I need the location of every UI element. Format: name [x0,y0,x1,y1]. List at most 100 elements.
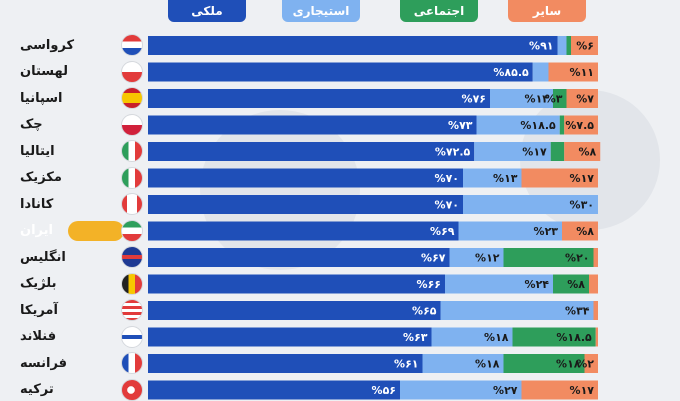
country-flag-icon [121,219,143,242]
data-label: %۱۷ [570,172,595,185]
country-label: چک [20,117,43,132]
data-label: %۹۱ [529,40,553,53]
data-label: %۷۳ [448,119,473,132]
data-label: %۲۴ [525,278,550,291]
bar-segment [562,221,598,241]
data-label: %۷.۵ [565,119,594,132]
bar-segment [148,89,490,108]
data-label: %۶۳ [403,331,428,344]
data-label: %۱۸ [475,358,500,371]
country-flag-icon [121,272,143,295]
legend-item-rental: استیجاری [282,0,360,22]
data-label: %۶۹ [430,225,455,238]
bar-segment [503,248,594,267]
data-label: %۱۷ [570,384,595,397]
legend-item-other: سایر [508,0,586,22]
bar-segment [557,36,567,55]
bar-segment [553,274,589,294]
bar-segment [458,221,562,241]
country-label: ایتالیا [20,143,55,159]
bar-segment [512,327,596,347]
bar-segment [521,168,598,188]
data-label: %۵۶ [372,384,396,397]
bar-segment [564,115,598,135]
bar-segment [148,301,441,320]
country-label: فرانسه [20,355,68,371]
data-label: %۷۲.۵ [435,146,471,159]
country-label: کرواسی [20,37,75,53]
data-label: %۸۵.۵ [493,66,529,79]
legend-item-social: اجتماعی [400,0,478,22]
bar-segment [463,195,598,214]
bar-segment [593,248,598,267]
country-flag-icon [121,34,143,56]
bar-segment [148,380,400,400]
bar-segment [571,36,598,55]
bar-segment [400,380,522,400]
data-label: %۱۷ [522,146,547,159]
country-flag-icon [121,246,143,268]
country-label: لهستان [20,64,68,79]
legend-item-owned: ملکی [168,0,246,22]
data-label: %۸ [567,278,585,291]
bar-segment [595,327,598,347]
bar-segment [431,327,513,347]
country-flag-icon [121,87,143,109]
bar-segment [445,274,553,294]
bar-segment [148,327,432,347]
data-label: %۱۳ [493,172,518,185]
data-label: %۳۰ [570,199,594,212]
data-label: %۸ [579,146,597,159]
bar-segment [503,354,585,373]
bar-segment [593,301,598,320]
data-label: %۲۷ [493,384,518,397]
data-label: %۶ [576,40,594,53]
data-label: %۱۲ [475,252,500,265]
data-label: %۱۱ [570,66,594,79]
bar-segment [148,142,475,161]
data-label: %۶۱ [394,358,418,371]
bar-segment [463,168,522,188]
country-label: ترکیه [20,382,54,397]
country-flag-icon [121,299,143,321]
bar-segment [440,301,594,320]
country-flag-icon [121,60,143,83]
country-flag-icon [121,166,143,189]
bar-segment [148,115,477,135]
bar-segment [148,62,533,82]
country-label: آمریکا [20,302,58,318]
bar-segment [566,89,598,108]
bar-segment [589,274,598,294]
country-label: مکزیک [20,170,62,185]
data-label: %۲۰ [565,252,589,265]
bar-segment [474,142,551,161]
data-label: %۷۰ [435,199,459,212]
country-flag-icon [121,113,143,136]
country-label: کانادا [20,196,54,212]
data-label: %۷۶ [462,93,486,106]
country-label: اسپانیا [20,90,63,106]
bar-segment [148,221,459,241]
country-label: انگلیس [20,249,66,265]
bar-segment [553,89,567,108]
bar-segment [566,36,571,55]
country-flag-icon [121,193,143,215]
bar-segment [148,36,558,55]
bar-segment [548,62,598,82]
data-label: %۶۵ [412,305,437,318]
data-label: %۳ [545,93,563,106]
data-label: %۷ [576,93,594,106]
highlight-badge [68,220,124,241]
bar-segment [148,248,450,267]
data-label: %۶۷ [421,252,446,265]
data-label: %۱۸.۵ [556,331,592,344]
data-label: %۳۴ [565,305,590,318]
bar-segment [559,115,565,135]
bar-segment [532,62,549,82]
bar-segment [148,195,463,214]
country-flag-icon [121,352,143,374]
country-flag-icon [121,325,143,348]
bar-segment [584,354,598,373]
data-label: %۱۸.۵ [520,119,556,132]
